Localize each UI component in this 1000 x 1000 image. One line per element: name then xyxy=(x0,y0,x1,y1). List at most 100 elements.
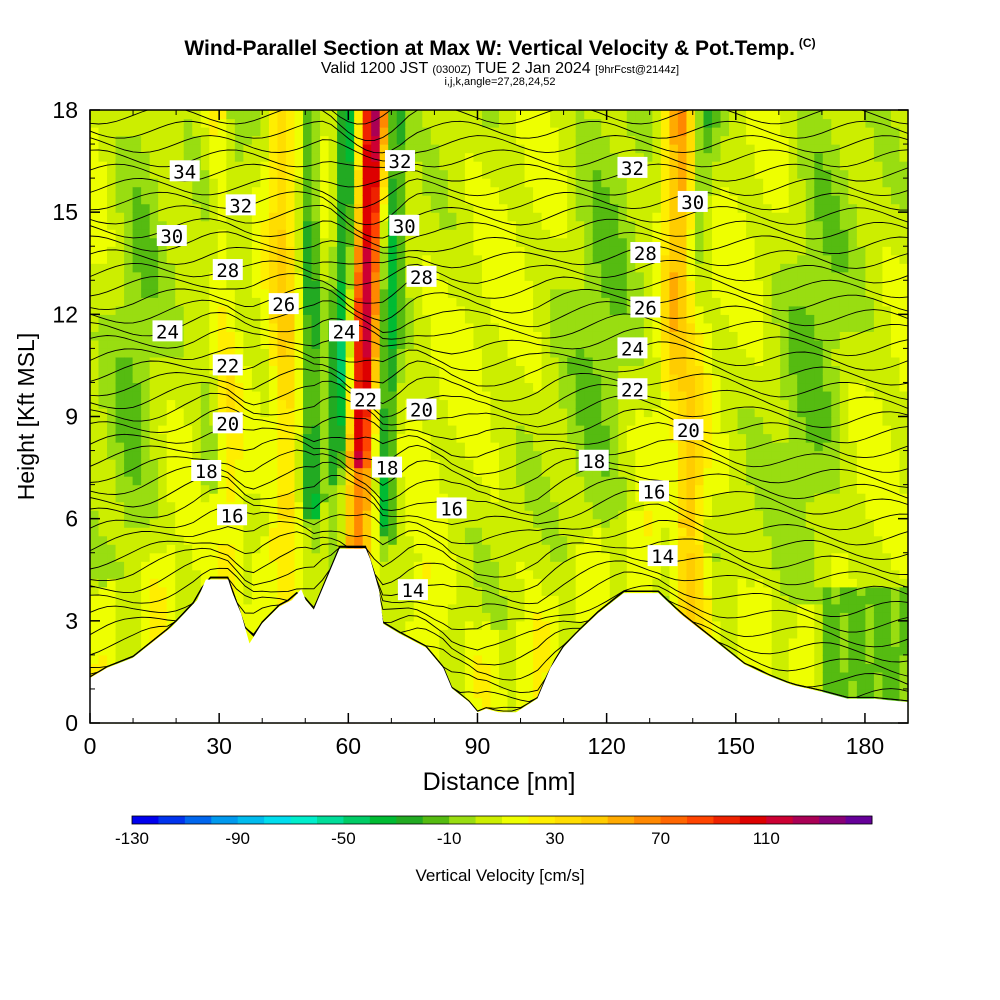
velocity-cell xyxy=(328,229,338,239)
velocity-cell xyxy=(541,510,551,520)
velocity-cell xyxy=(175,339,185,349)
velocity-cell xyxy=(209,552,219,562)
velocity-cell xyxy=(422,535,432,545)
velocity-cell xyxy=(243,535,253,545)
velocity-cell xyxy=(609,561,619,571)
velocity-cell xyxy=(98,603,108,613)
velocity-cell xyxy=(285,535,296,545)
velocity-cell xyxy=(175,135,185,145)
velocity-cell xyxy=(499,442,509,452)
velocity-cell xyxy=(388,433,398,443)
velocity-cell xyxy=(311,382,321,392)
velocity-cell xyxy=(558,127,568,137)
velocity-cell xyxy=(481,697,492,707)
velocity-cell xyxy=(354,442,364,452)
velocity-cell xyxy=(507,603,517,613)
velocity-cell xyxy=(251,271,262,281)
velocity-cell xyxy=(277,118,287,128)
velocity-cell xyxy=(260,518,270,528)
velocity-cell xyxy=(541,314,551,324)
velocity-cell xyxy=(303,263,313,273)
velocity-cell xyxy=(422,348,432,358)
velocity-cell xyxy=(124,152,134,162)
velocity-cell xyxy=(584,578,594,588)
velocity-cell xyxy=(490,663,500,673)
velocity-cell xyxy=(592,169,602,179)
velocity-cell xyxy=(499,476,509,486)
velocity-cell xyxy=(124,229,134,239)
velocity-cell xyxy=(490,518,500,528)
velocity-cell xyxy=(533,425,543,435)
velocity-cell xyxy=(141,195,151,205)
velocity-cell xyxy=(268,263,279,273)
velocity-cell xyxy=(379,229,389,239)
velocity-cell xyxy=(609,220,619,230)
velocity-cell xyxy=(175,178,185,188)
velocity-cell xyxy=(243,390,253,401)
velocity-cell xyxy=(141,407,151,418)
velocity-cell xyxy=(285,484,296,494)
velocity-cell xyxy=(175,561,185,571)
velocity-cell xyxy=(592,476,602,486)
velocity-cell xyxy=(516,629,526,639)
velocity-cell xyxy=(277,501,287,511)
velocity-cell xyxy=(439,297,449,307)
velocity-cell xyxy=(499,280,509,290)
velocity-cell xyxy=(490,288,500,298)
velocity-cell xyxy=(652,135,662,145)
velocity-cell xyxy=(90,373,100,384)
velocity-cell xyxy=(464,671,475,682)
velocity-cell xyxy=(524,603,534,613)
velocity-cell xyxy=(558,552,568,562)
velocity-cell xyxy=(371,271,381,281)
velocity-cell xyxy=(439,246,449,256)
velocity-cell xyxy=(345,212,355,222)
velocity-cell xyxy=(277,382,287,392)
velocity-cell xyxy=(183,195,193,205)
velocity-cell xyxy=(430,382,440,392)
velocity-cell xyxy=(490,246,500,256)
velocity-cell xyxy=(609,527,619,537)
velocity-cell xyxy=(473,161,483,171)
velocity-cell xyxy=(533,322,543,332)
velocity-cell xyxy=(473,254,483,264)
velocity-cell xyxy=(643,356,653,367)
velocity-cell xyxy=(379,356,389,367)
velocity-cell xyxy=(447,152,457,162)
velocity-cell xyxy=(209,331,219,341)
velocity-cell xyxy=(516,135,526,145)
velocity-cell xyxy=(524,416,534,426)
velocity-cell xyxy=(507,297,517,307)
velocity-cell xyxy=(251,152,262,162)
velocity-cell xyxy=(481,518,492,528)
velocity-cell xyxy=(618,263,628,273)
velocity-cell xyxy=(303,416,313,426)
velocity-cell xyxy=(268,237,279,247)
velocity-cell xyxy=(575,620,585,630)
velocity-cell xyxy=(567,552,577,562)
velocity-cell xyxy=(371,356,381,367)
velocity-cell xyxy=(166,186,176,196)
velocity-cell xyxy=(132,110,142,120)
velocity-cell xyxy=(464,535,475,545)
velocity-cell xyxy=(413,484,423,494)
velocity-cell xyxy=(430,586,440,596)
velocity-cell xyxy=(499,450,509,460)
velocity-cell xyxy=(277,314,287,324)
velocity-cell xyxy=(379,305,389,315)
velocity-cell xyxy=(652,578,662,588)
velocity-cell xyxy=(328,152,338,162)
velocity-cell xyxy=(516,322,526,332)
velocity-cell xyxy=(115,348,125,358)
velocity-cell xyxy=(533,442,543,452)
velocity-cell xyxy=(490,510,500,520)
velocity-cell xyxy=(490,356,500,367)
velocity-cell xyxy=(149,297,159,307)
velocity-cell xyxy=(124,297,134,307)
velocity-cell xyxy=(643,535,653,545)
velocity-cell xyxy=(396,195,406,205)
velocity-cell xyxy=(175,254,185,264)
velocity-cell xyxy=(430,561,440,571)
velocity-cell xyxy=(481,382,492,392)
velocity-cell xyxy=(516,169,526,179)
